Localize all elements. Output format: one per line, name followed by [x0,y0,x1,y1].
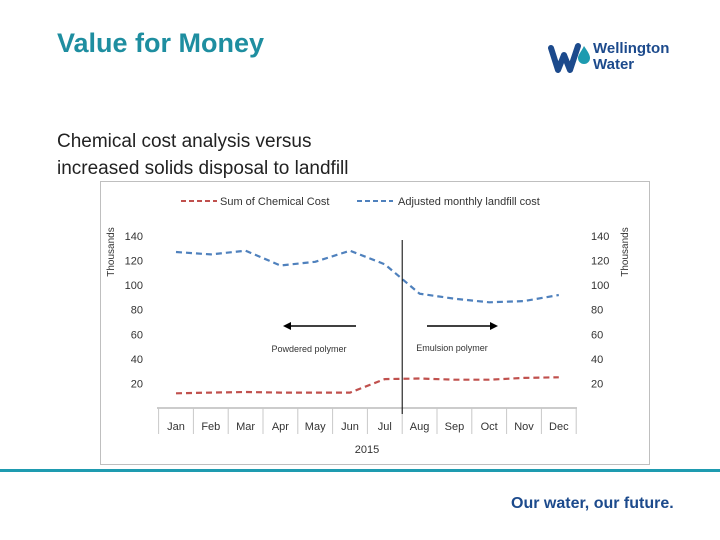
x-tick-label: Mar [236,421,255,433]
x-tick-label: Jul [378,421,392,433]
y-tick-label-left: 80 [131,305,143,317]
y-tick-label-right: 20 [591,378,603,390]
y-tick-label-left: 40 [131,354,143,366]
y-tick-label-left: 140 [125,231,143,243]
y-tick-label-right: 60 [591,329,603,341]
y-tick-label-right: 80 [591,305,603,317]
x-axis-title: 2015 [355,444,379,456]
y-axis-title-left: Thousands [106,227,117,276]
powdered-arrow-head [283,322,291,330]
y-tick-label-right: 120 [591,256,609,268]
x-tick-label: Jun [341,421,359,433]
page-title: Value for Money [57,28,265,58]
y-tick-label-right: 40 [591,354,603,366]
footer-divider [0,469,720,472]
x-tick-label: Oct [481,421,498,433]
wellington-water-logo [548,43,590,73]
powdered-polymer-label: Powdered polymer [271,344,346,354]
chart-container: Sum of Chemical Cost Adjusted monthly la… [100,181,650,465]
chemical-cost-line [175,376,559,395]
logo-line-1: Wellington [593,40,670,57]
y-tick-label-left: 100 [125,280,143,292]
legend-label-chemical: Sum of Chemical Cost [220,196,329,208]
y-tick-label-left: 60 [131,329,143,341]
logo-line-2: Water [593,56,635,73]
x-tick-label: Feb [201,421,220,433]
y-tick-label-right: 100 [591,280,609,292]
x-tick-label: Dec [549,421,569,433]
slide-subtitle: Chemical cost analysis versus increased … [57,131,349,179]
logo-wordmark: Wellington Water [593,41,669,73]
logo-wave-icon [548,43,581,73]
x-tick-label: Nov [514,421,534,433]
y-tick-label-left: 120 [125,256,143,268]
cost-line-chart: Sum of Chemical Cost Adjusted monthly la… [106,196,631,456]
x-tick-label: May [305,421,326,433]
logo-drop-icon [578,46,590,64]
legend-label-landfill: Adjusted monthly landfill cost [398,196,540,208]
x-tick-label: Jan [167,421,185,433]
y-tick-label-left: 20 [131,378,143,390]
x-tick-label: Sep [445,421,465,433]
y-axis-title-right: Thousands [620,227,631,276]
emulsion-polymer-label: Emulsion polymer [416,343,488,353]
landfill-cost-line [175,249,559,304]
x-tick-label: Aug [410,421,430,433]
x-tick-label: Apr [272,421,289,433]
footer-tagline: Our water, our future. [511,495,674,512]
emulsion-arrow-head [490,322,498,330]
y-tick-label-right: 140 [591,231,609,243]
